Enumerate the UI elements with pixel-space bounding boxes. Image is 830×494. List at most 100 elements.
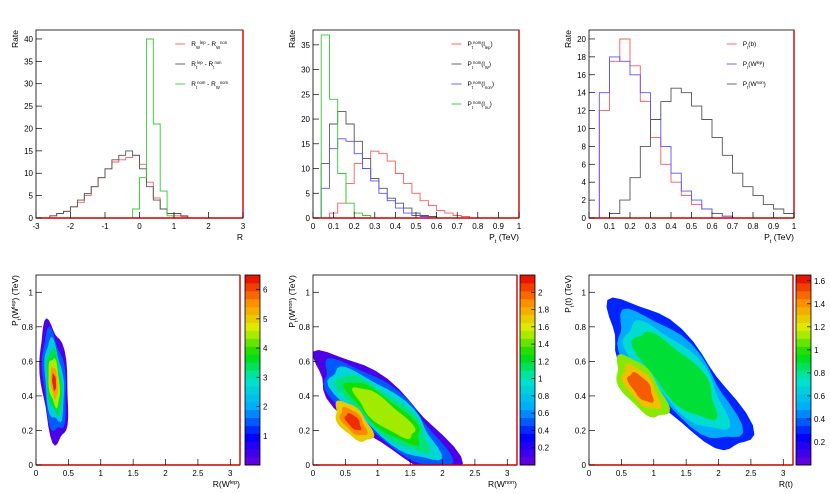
- x-tick-label: 0.8: [747, 222, 759, 231]
- palette-cell: [520, 393, 535, 403]
- y-tick-label: 0.4: [299, 392, 311, 401]
- palette-tick-label: 1: [263, 432, 268, 441]
- palette-tick-label: 0.2: [538, 444, 550, 453]
- y-tick-label: 5: [29, 192, 34, 201]
- x-tick-label: 2: [716, 469, 721, 478]
- palette-tick-label: 6: [263, 286, 268, 295]
- y-tick-label: 0.2: [299, 426, 311, 435]
- y-tick-label: 0.8: [575, 323, 587, 332]
- palette-cell: [796, 314, 811, 323]
- plot-area: [598, 38, 794, 218]
- palette-cell: [520, 362, 535, 371]
- histogram-series-4: [313, 34, 519, 218]
- panel-1: RWlep - RWnon Rtlep - Rtnon Rtnom - RWnom -…: [10, 29, 246, 242]
- palette-cell: [245, 354, 260, 363]
- plot-area: [606, 297, 755, 451]
- y-tick-label: 35: [24, 57, 33, 66]
- plot-area: [313, 350, 463, 465]
- palette-tick-label: 0.2: [814, 438, 826, 447]
- palette-tick-label: 1.2: [814, 323, 826, 332]
- palette-cell: [796, 409, 811, 418]
- panel-3: Pt(b) Pt(Wlep) Pt(Wnon) 0 0.1 0.2 0.3 0.4 0.5 0.6…: [563, 29, 797, 245]
- palette-tick-label: 0.6: [814, 392, 826, 401]
- y-tick-label: 30: [24, 80, 33, 89]
- legend-entry: Pt(Wlep): [743, 60, 765, 70]
- palette-cell: [245, 298, 260, 308]
- x-tick-label: 1.5: [681, 469, 693, 478]
- y-tick-label: 15: [24, 147, 33, 156]
- y-tick-label: 35: [301, 41, 310, 50]
- palette-cell: [245, 425, 260, 434]
- y-tick-label: 8: [582, 142, 587, 151]
- x-tick-label: 0.5: [410, 222, 422, 231]
- x-tick-label: 0: [137, 222, 142, 231]
- palette-cell: [796, 370, 811, 379]
- palette-tick-label: 2: [538, 288, 543, 297]
- axes-frame: [312, 29, 520, 219]
- y-tick-label: 0.8: [299, 323, 311, 332]
- x-tick-label: 1: [652, 469, 657, 478]
- palette-cell: [245, 393, 260, 403]
- x-axis-label: R(t): [779, 479, 793, 489]
- contour-level: [627, 372, 654, 403]
- y-tick-label: 25: [301, 90, 310, 99]
- palette-cell: [520, 290, 535, 300]
- y-axis-label: Pt(Wnon) (TeV): [287, 275, 300, 328]
- legend-entry: Ptnom(lnu): [468, 100, 492, 110]
- palette-cell: [245, 433, 260, 442]
- x-tick-label: 0.5: [340, 469, 352, 478]
- palette-frame: [795, 274, 812, 466]
- palette-cell: [245, 330, 260, 339]
- y-tick-label: 0.4: [22, 392, 34, 401]
- panel-6: 0.2 0.4 0.6 0.8 1 1.2 1.4 1.6 0 0.5 1 1.5 2 2.5 3 0 0.2 0…: [563, 274, 826, 489]
- y-axis-label: Rate: [287, 30, 297, 48]
- x-tick-label: 3: [228, 469, 233, 478]
- histogram-series-1: [598, 38, 794, 218]
- palette-cell: [520, 346, 535, 355]
- palette-tick-label: 1: [538, 375, 543, 384]
- palette-cell: [796, 298, 811, 308]
- palette-cell: [520, 306, 535, 316]
- palette-cell: [520, 385, 535, 395]
- x-tick-label: 0.1: [328, 222, 340, 231]
- y-tick-label: 10: [301, 165, 310, 174]
- x-tick-label: 0.5: [616, 469, 628, 478]
- legend-entry: Pt(Wnon): [743, 80, 766, 90]
- x-tick-label: 1: [792, 222, 797, 231]
- legend-entry: Rtlep - Rtnon: [191, 60, 222, 70]
- y-axis-label: Rate: [10, 30, 20, 48]
- palette-cell: [245, 449, 260, 458]
- palette-frame: [519, 274, 536, 466]
- panel-4: 1 2 3 4 5 6 0 0.5 1 1.5 2 2.5 3 0 0.2 0.4 0.6 0.8 1 R(Wlep)…: [10, 274, 268, 489]
- x-tick-label: 0.6: [706, 222, 718, 231]
- x-tick-label: 0: [311, 222, 316, 231]
- x-axis-label: Pt (TeV): [764, 232, 794, 245]
- palette-cell: [245, 409, 260, 418]
- x-tick-label: 3: [241, 222, 246, 231]
- palette-cell: [796, 354, 811, 363]
- contour-level: [52, 373, 57, 392]
- palette-tick-label: 2: [263, 403, 268, 412]
- x-tick-label: 0: [587, 469, 592, 478]
- x-axis-label: R: [237, 232, 243, 242]
- y-tick-label: 10: [577, 124, 586, 133]
- x-tick-label: -3: [32, 222, 40, 231]
- y-tick-label: 10: [24, 169, 33, 178]
- x-tick-label: 0.2: [624, 222, 636, 231]
- palette-cell: [520, 330, 535, 339]
- y-tick-label: 30: [301, 66, 310, 75]
- y-tick-label: 25: [24, 102, 33, 111]
- histogram-series-3: [36, 38, 243, 218]
- y-tick-label: 1: [306, 288, 311, 297]
- y-tick-label: 0.4: [575, 392, 587, 401]
- palette-cell: [796, 377, 811, 387]
- y-tick-label: 6: [582, 160, 587, 169]
- panel-2: Ptnom(llep) Ptnom(lW) Ptnom(lnon) Ptnom(lnu…: [287, 29, 522, 245]
- contour-level: [344, 413, 362, 431]
- palette-cell: [520, 275, 535, 284]
- palette-cell: [796, 385, 811, 395]
- palette-cell: [245, 275, 260, 284]
- x-tick-label: 2: [440, 469, 445, 478]
- x-tick-label: 0.7: [452, 222, 464, 231]
